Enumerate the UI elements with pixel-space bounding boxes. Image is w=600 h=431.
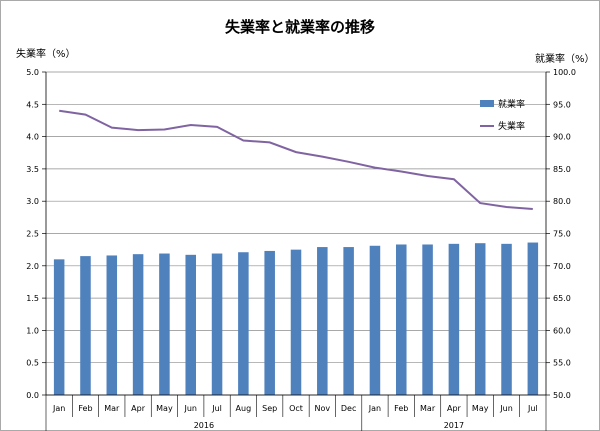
- left-tick-label: 1.0: [26, 326, 39, 335]
- bar: [106, 255, 118, 395]
- bar: [185, 254, 196, 395]
- bar: [527, 242, 539, 395]
- line-series: [59, 109, 533, 210]
- x-tick-label: Mar: [420, 404, 436, 413]
- x-tick-label: Mar: [104, 404, 120, 413]
- bar: [474, 243, 486, 395]
- left-tick-label: 0.5: [26, 359, 39, 368]
- x-tick-label: Sep: [262, 404, 277, 413]
- bar: [238, 252, 249, 395]
- bar: [53, 259, 65, 395]
- legend-bar-label: 就業率: [498, 98, 525, 110]
- right-tick-label: 50.0: [553, 391, 571, 400]
- bar: [396, 244, 407, 395]
- x-tick-label: Feb: [78, 404, 92, 413]
- x-tick-label: Aug: [236, 404, 252, 413]
- left-tick-label: 4.5: [26, 100, 39, 109]
- year-label: 2016: [194, 421, 214, 430]
- right-tick-label: 60.0: [553, 326, 571, 335]
- bar: [422, 244, 433, 395]
- bar: [211, 253, 223, 395]
- right-tick-label: 90.0: [553, 133, 571, 142]
- bar: [317, 247, 328, 395]
- x-tick-label: Jun: [499, 404, 513, 413]
- right-tick-label: 85.0: [553, 165, 571, 174]
- bar: [80, 256, 91, 395]
- x-tick-label: Feb: [394, 404, 408, 413]
- left-tick-label: 0.0: [26, 391, 39, 400]
- bar: [501, 243, 512, 395]
- bar: [132, 254, 144, 395]
- left-tick-label: 3.5: [26, 165, 39, 174]
- bar: [369, 245, 381, 395]
- bar: [448, 243, 460, 395]
- x-tick-label: Jul: [527, 404, 538, 413]
- bar: [343, 247, 354, 395]
- right-tick-label: 80.0: [553, 197, 571, 206]
- x-tick-label: Nov: [315, 404, 331, 413]
- left-tick-label: 5.0: [26, 68, 39, 77]
- x-tick-label: Oct: [289, 404, 303, 413]
- right-tick-label: 70.0: [553, 262, 571, 271]
- right-tick-label: 65.0: [553, 294, 571, 303]
- x-tick-label: Jan: [368, 404, 381, 413]
- right-tick-label: 55.0: [553, 359, 571, 368]
- right-tick-label: 75.0: [553, 230, 571, 239]
- x-tick-label: May: [156, 404, 173, 413]
- bar: [290, 249, 302, 395]
- x-tick-label: Dec: [341, 404, 356, 413]
- left-tick-label: 2.5: [26, 230, 39, 239]
- right-axis-title: 就業率（%）: [535, 52, 595, 65]
- left-tick-label: 4.0: [26, 133, 39, 142]
- bar: [159, 253, 170, 395]
- left-axis-title: 失業率（%）: [16, 47, 76, 60]
- bar: [264, 250, 275, 395]
- x-tick-label: Jul: [211, 404, 222, 413]
- x-tick-label: May: [472, 404, 489, 413]
- right-tick-label: 95.0: [553, 100, 571, 109]
- left-tick-label: 3.0: [26, 197, 39, 206]
- x-tick-label: Apr: [131, 404, 146, 413]
- year-label: 2017: [444, 421, 464, 430]
- right-tick-label: 100.0: [553, 68, 576, 77]
- bar-series: [53, 242, 539, 395]
- chart-title: 失業率と就業率の推移: [225, 18, 375, 36]
- x-tick-label: Jan: [52, 404, 65, 413]
- x-tick-label: Jun: [183, 404, 197, 413]
- left-tick-label: 1.5: [26, 294, 39, 303]
- x-tick-label: Apr: [447, 404, 462, 413]
- axes: 0.0 0.5 1.0 1.5 2.0 2.5 3.0 3.5 4.0 4.5 5.0 50.0 55.…: [26, 68, 576, 431]
- legend-bar-swatch: [480, 100, 494, 107]
- series-line: [59, 109, 533, 210]
- left-tick-label: 2.0: [26, 262, 39, 271]
- legend-line-label: 失業率: [498, 120, 525, 132]
